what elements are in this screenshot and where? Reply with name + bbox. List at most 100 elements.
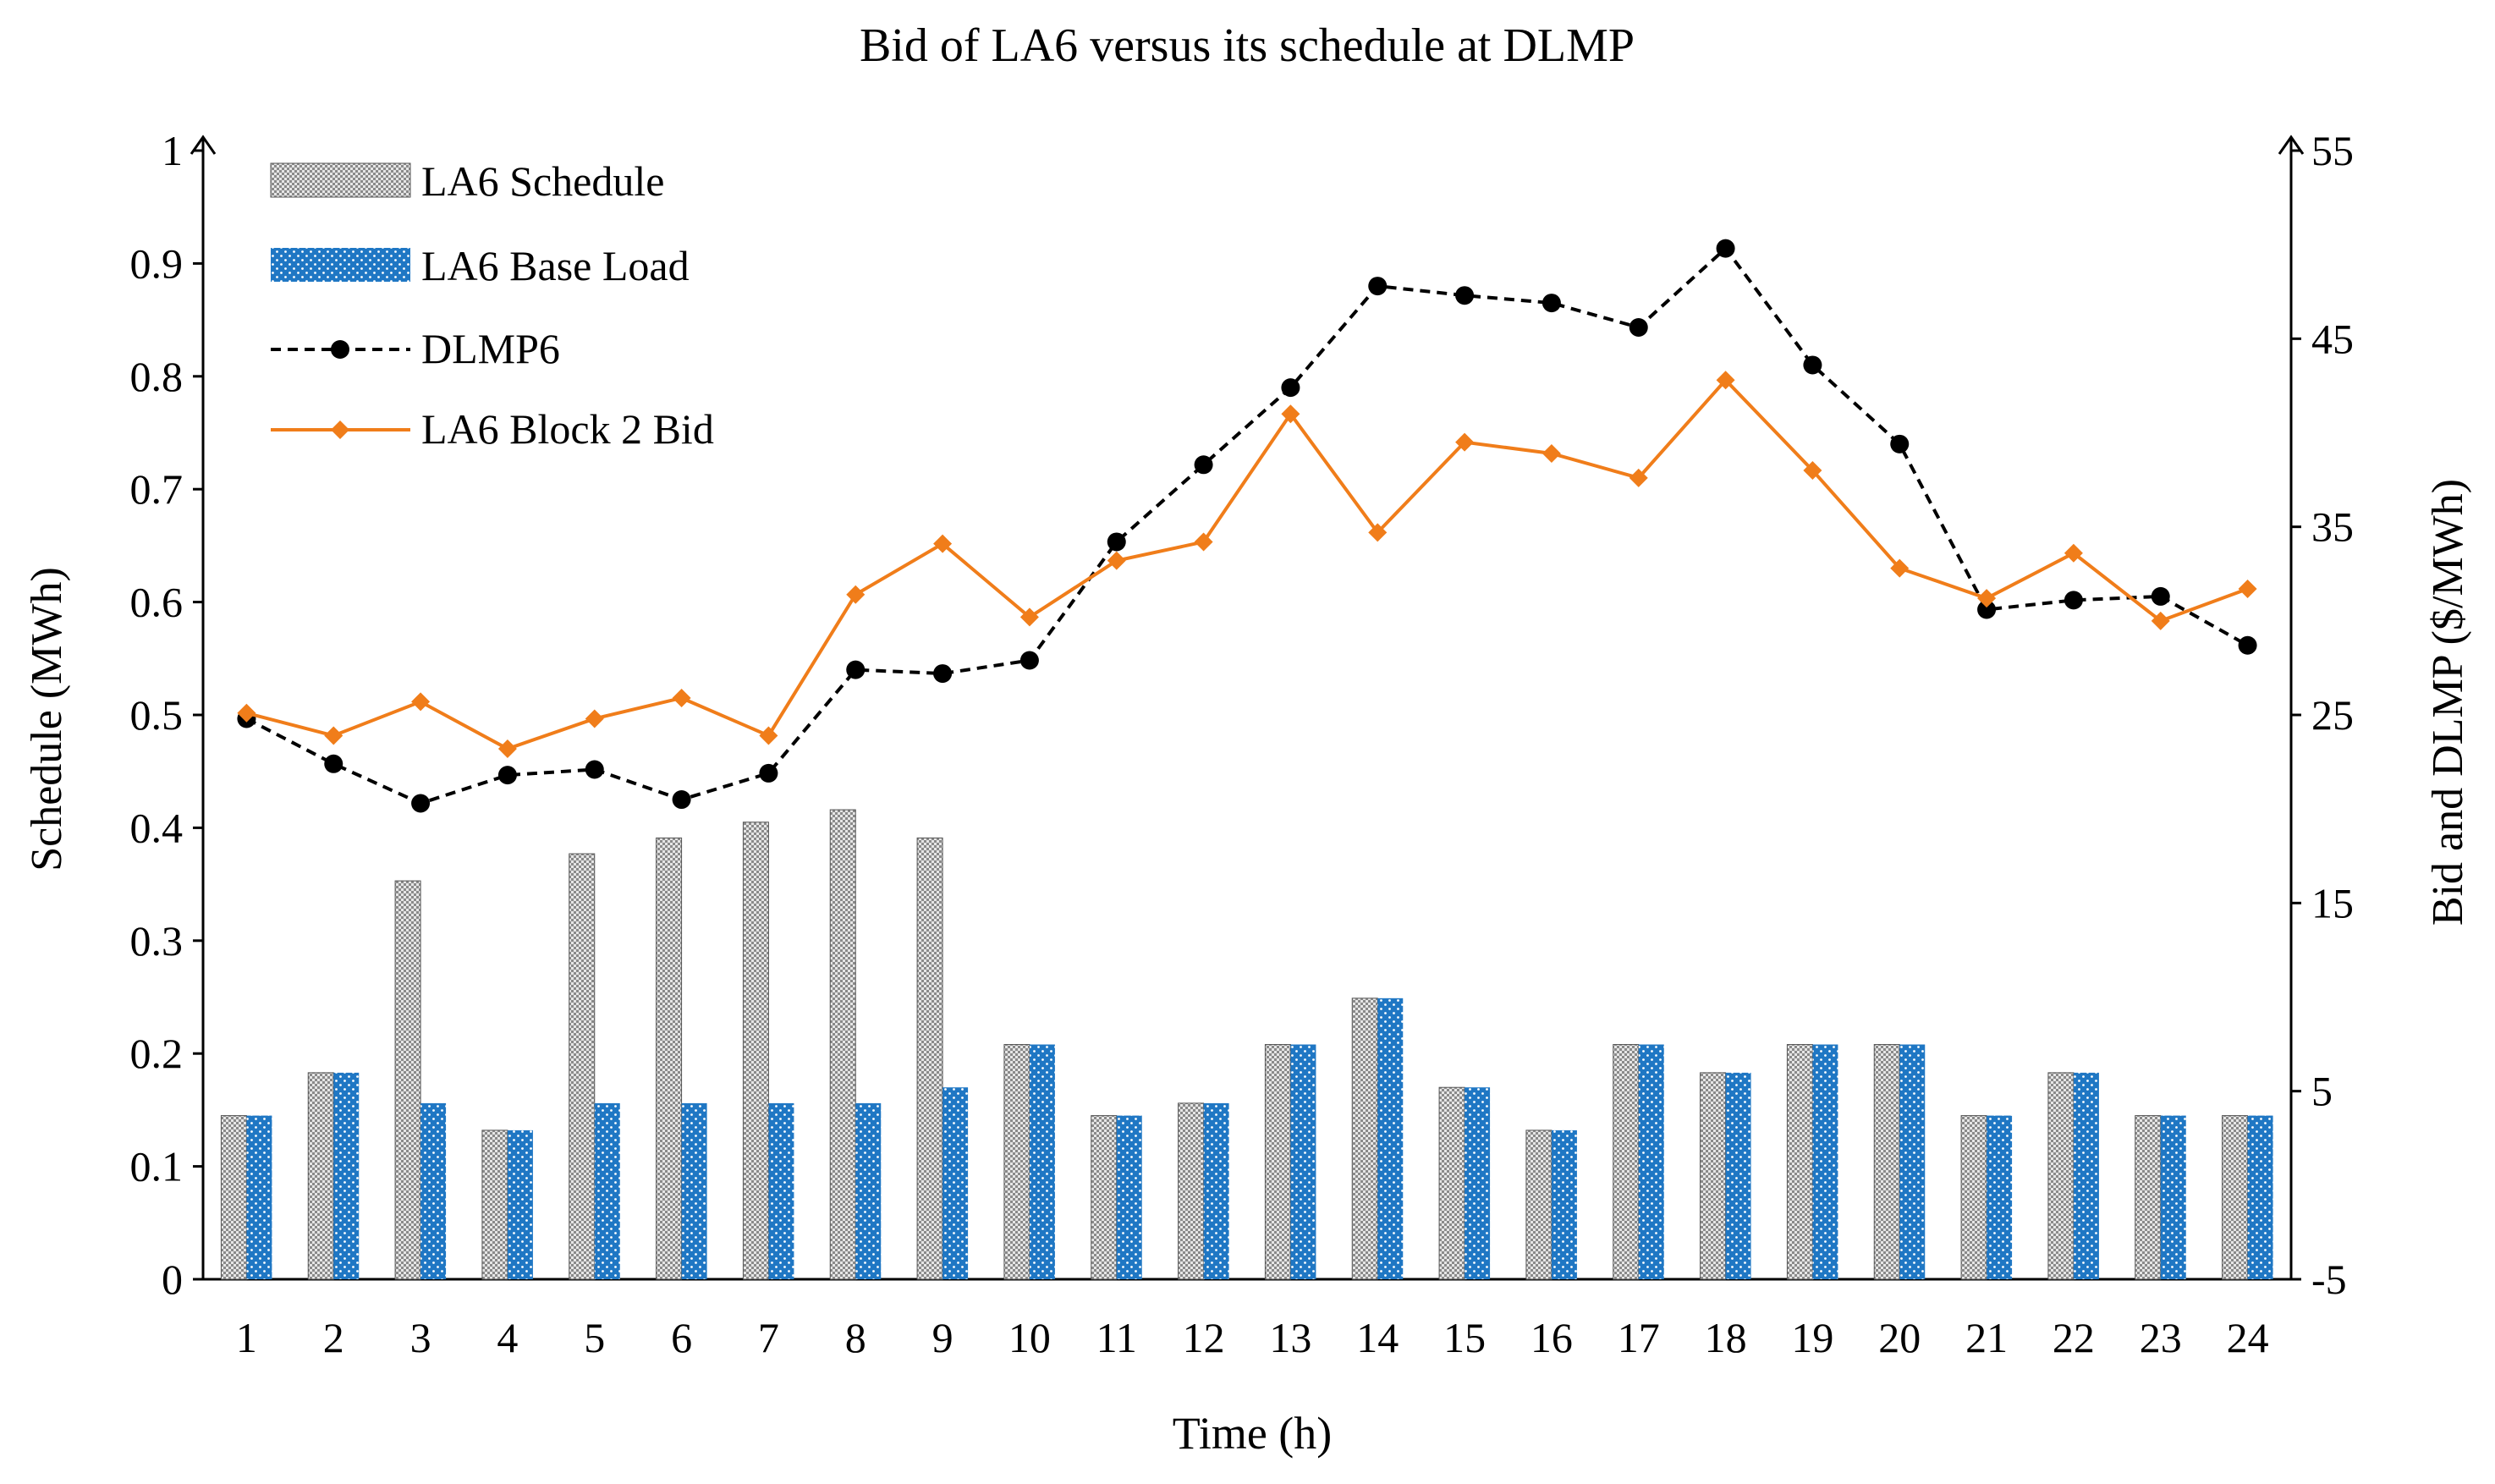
bar-la6-base-load [1116,1115,1142,1279]
y-left-tick-label: 0.9 [130,239,184,287]
point-dlmp6 [1194,455,1213,475]
point-la6-block2-bid [2064,543,2083,563]
point-la6-block2-bid [411,692,431,712]
point-la6-block2-bid [846,585,866,604]
y-right-tick-label: 35 [2311,503,2354,551]
y-axis-right-label: Bid and DLMP ($/MWh) [2424,479,2472,926]
point-la6-block2-bid [1107,551,1126,570]
bar-la6-base-load [1899,1044,1926,1279]
x-tick-label: 2 [323,1314,344,1361]
legend-swatch-bid-marker [331,420,349,439]
bar-la6-schedule [307,1072,334,1280]
bar-la6-base-load [1465,1087,1491,1279]
bar-la6-schedule [1873,1044,1900,1280]
y-left-tick-label: 0.2 [130,1030,184,1077]
point-dlmp6 [1019,651,1039,670]
point-la6-block2-bid [1803,460,1822,480]
bar-la6-schedule [829,809,856,1280]
point-la6-block2-bid [585,709,604,728]
bar-la6-base-load [681,1102,707,1279]
chart-title: Bid of LA6 versus its schedule at DLMP [860,19,1635,72]
y-left-tick-label: 0.3 [130,917,184,965]
point-dlmp6 [1281,378,1300,398]
x-tick-label: 13 [1269,1314,1311,1361]
y-left-tick-label: 0.4 [130,804,184,851]
x-tick-label: 4 [497,1314,518,1361]
bar-la6-schedule [1700,1072,1727,1280]
point-la6-block2-bid [1629,468,1648,487]
x-tick-label: 8 [845,1314,866,1361]
point-la6-block2-bid [1194,532,1213,552]
point-la6-block2-bid [1716,371,1735,390]
point-dlmp6 [1542,294,1561,313]
y-left-tick-label: 0.1 [130,1143,184,1190]
legend-swatch-la6-base-load [271,248,410,282]
point-dlmp6 [1368,277,1388,296]
bar-la6-base-load [942,1087,969,1279]
bar-la6-base-load [1203,1102,1229,1279]
legend-swatch-la6-schedule [270,162,411,198]
bar-la6-base-load [1551,1129,1577,1279]
bar-la6-schedule [2222,1115,2249,1280]
legend-label-la6-schedule: LA6 Schedule [421,157,664,205]
x-tick-label: 6 [671,1314,692,1361]
point-la6-block2-bid [1542,443,1561,463]
bar-la6-base-load [2073,1072,2099,1279]
bar-la6-base-load [1377,998,1404,1279]
point-la6-block2-bid [1890,558,1910,578]
point-la6-block2-bid [1019,607,1039,627]
bar-la6-schedule [569,853,596,1280]
bar-la6-base-load [2160,1115,2186,1279]
legend: LA6 Schedule LA6 Base Load DLMP6 LA6 Block … [270,157,714,453]
x-tick-label: 14 [1356,1314,1399,1361]
y-right-tick-label: 55 [2311,127,2354,174]
x-tick-label: 3 [410,1314,431,1361]
point-dlmp6 [846,660,866,679]
point-dlmp6 [672,790,691,810]
bar-la6-schedule [481,1129,508,1280]
x-tick-label: 16 [1531,1314,1573,1361]
x-tick-label: 24 [2227,1314,2269,1361]
y-left-tick-label: 0.5 [130,691,184,739]
point-dlmp6 [585,760,604,779]
tick-labels: 00.10.20.30.40.50.60.70.80.91-5515253545… [130,127,2355,1361]
bar-la6-schedule [1178,1102,1205,1280]
lines-layer [237,239,2257,813]
point-dlmp6 [1716,239,1735,258]
x-tick-label: 9 [932,1314,953,1361]
point-dlmp6 [324,754,343,773]
point-la6-block2-bid [1455,432,1475,452]
bar-la6-base-load [1812,1044,1838,1279]
point-la6-block2-bid [1281,404,1300,424]
line-dlmp6 [245,245,2249,805]
bar-la6-schedule [1091,1115,1118,1280]
point-dlmp6 [933,664,953,684]
y-axis-right-arrow [2278,135,2305,155]
bar-la6-base-load [2247,1115,2273,1279]
x-tick-label: 17 [1618,1314,1660,1361]
x-axis-label: Time (h) [1173,1408,1333,1459]
bar-la6-schedule [1613,1044,1640,1280]
point-dlmp6 [1455,286,1475,305]
point-la6-block2-bid [672,688,691,707]
point-dlmp6 [1629,317,1648,337]
point-la6-block2-bid [1368,523,1388,542]
y-left-tick-label: 0.7 [130,465,184,513]
bar-la6-schedule [656,837,683,1280]
x-tick-label: 11 [1096,1314,1137,1361]
bar-la6-schedule [1525,1129,1553,1280]
bar-la6-base-load [1290,1044,1316,1279]
point-la6-block2-bid [759,726,778,745]
y-axis-left-arrow [190,135,217,155]
point-dlmp6 [1803,355,1822,375]
bar-la6-base-load [768,1102,794,1279]
x-tick-label: 18 [1705,1314,1747,1361]
y-axis-left-label: Schedule (MWh) [23,567,71,871]
y-left-tick-label: 0 [162,1256,183,1303]
x-tick-label: 1 [236,1314,257,1361]
bar-la6-schedule [742,822,769,1280]
bar-la6-base-load [1638,1044,1664,1279]
point-dlmp6 [2064,591,2083,610]
x-tick-label: 15 [1443,1314,1486,1361]
